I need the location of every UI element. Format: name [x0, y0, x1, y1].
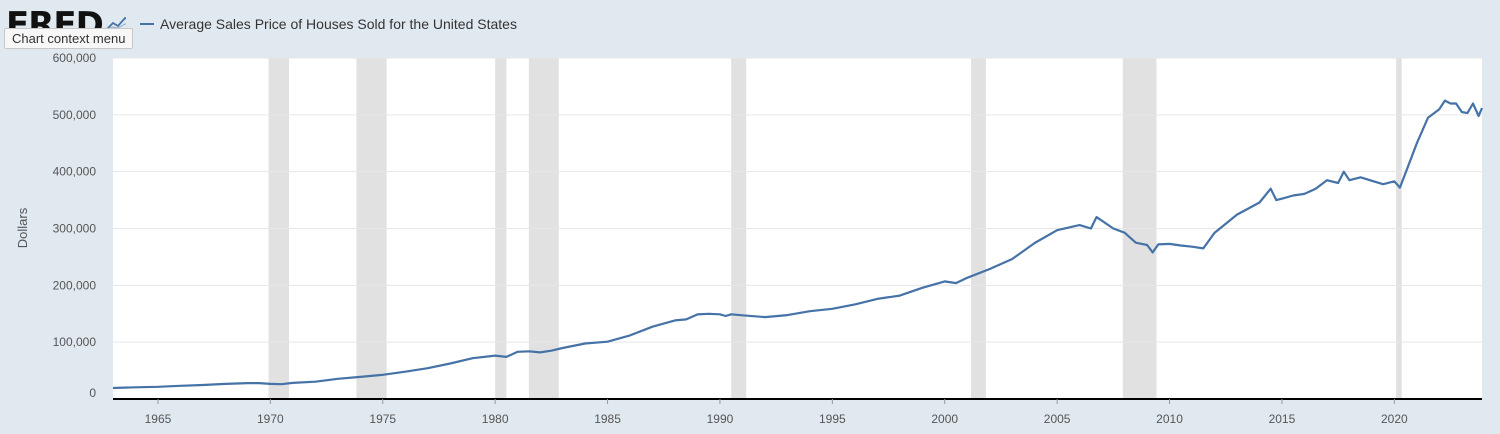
series-line: [112, 99, 1484, 390]
x-tick-label: 2015: [1269, 412, 1296, 426]
x-tick-label: 1995: [819, 412, 846, 426]
y-tick-label: 300,000: [53, 222, 97, 236]
x-tick-label: 2010: [1156, 412, 1183, 426]
x-tick-label: 2000: [931, 412, 958, 426]
grid-lines: [113, 57, 1482, 343]
y-tick-label: 600,000: [53, 51, 97, 65]
x-tick-label: 1990: [707, 412, 734, 426]
y-tick-label: 200,000: [53, 278, 97, 292]
chart-legend[interactable]: Average Sales Price of Houses Sold for t…: [140, 14, 517, 34]
legend-swatch: [140, 23, 154, 25]
x-tick-label: 1985: [594, 412, 621, 426]
x-axis-ticks: 1965 1970 1975 1980 1985 1990 1995 2000 2005 2010…: [145, 399, 1408, 426]
x-tick-label: 1965: [145, 412, 172, 426]
y-tick-label: 100,000: [53, 335, 97, 349]
y-tick-label: 500,000: [53, 108, 97, 122]
legend-label: Average Sales Price of Houses Sold for t…: [160, 16, 517, 32]
x-tick-label: 2005: [1044, 412, 1071, 426]
x-tick-label: 1970: [257, 412, 284, 426]
x-tick-label: 1980: [482, 412, 509, 426]
x-tick-label: 1975: [369, 412, 396, 426]
fred-logo[interactable]: FRED: [6, 6, 126, 30]
chart-context-menu-tooltip: Chart context menu: [4, 28, 134, 49]
y-tick-label: 0: [89, 386, 96, 400]
series-layer: [112, 99, 1484, 390]
x-tick-label: 2020: [1381, 412, 1408, 426]
y-axis-title: Dollars: [15, 207, 30, 248]
y-axis-ticks: 0 100,000 200,000 300,000 400,000 500,000 600,…: [53, 51, 97, 400]
y-tick-label: 400,000: [53, 165, 97, 179]
fred-logo-text: FRED: [6, 6, 104, 30]
